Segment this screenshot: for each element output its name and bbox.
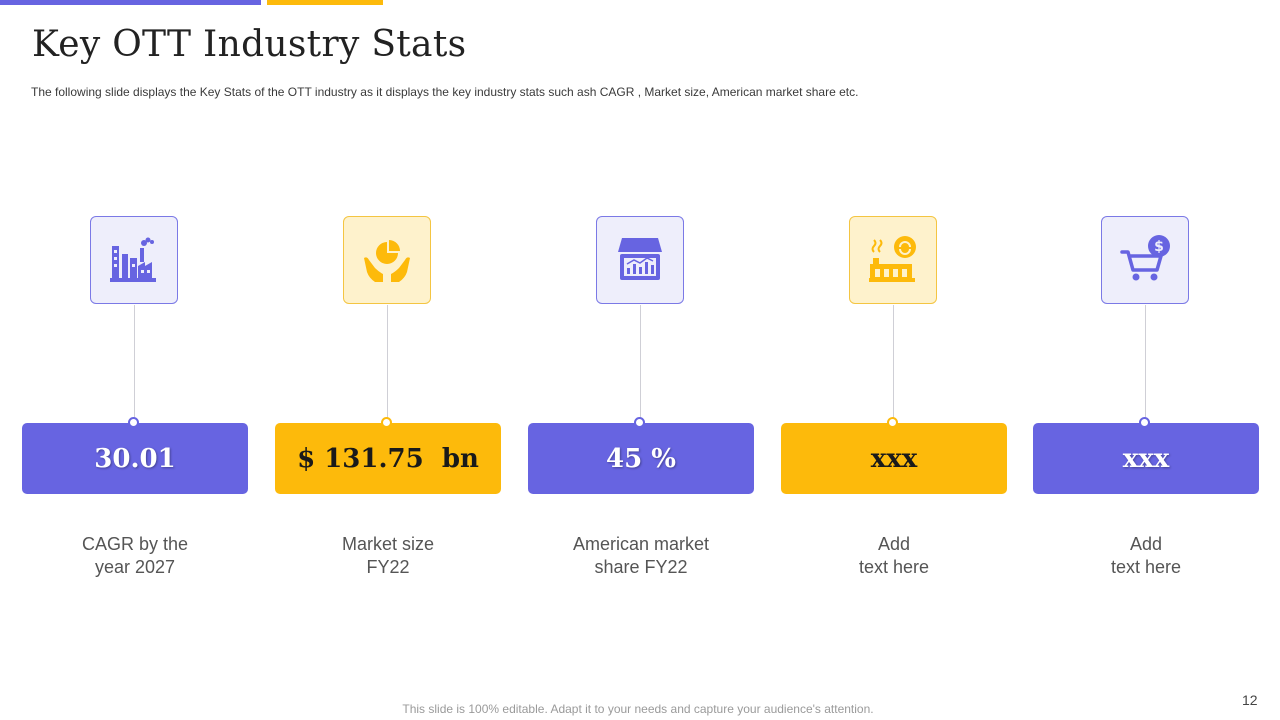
- stat-label: Add text here: [858, 534, 930, 577]
- stat-value-box: 45 %: [528, 423, 754, 494]
- stat-column-3: 45 % American market share FY22: [528, 216, 754, 586]
- connector-line: [640, 305, 641, 423]
- hands-pie-chart-icon: [364, 240, 410, 282]
- factory-icon: [110, 237, 156, 282]
- page-number: 12: [1242, 692, 1258, 708]
- stat-column-4: xxx Add text here: [781, 216, 1007, 586]
- connector-dot: [381, 417, 392, 428]
- connector-dot: [634, 417, 645, 428]
- stat-icon-box: [343, 216, 431, 304]
- top-accent-bar-yellow: [267, 0, 383, 5]
- stat-label: Market size FY22: [341, 534, 435, 577]
- svg-text:$: $: [1154, 239, 1164, 255]
- stat-icon-box: [90, 216, 178, 304]
- connector-dot: [887, 417, 898, 428]
- shopping-cart-dollar-icon: $: [1120, 235, 1170, 281]
- stat-label: American market share FY22: [572, 534, 710, 577]
- stat-label: CAGR by the year 2027: [81, 534, 189, 577]
- slide-footer: This slide is 100% editable. Adapt it to…: [402, 702, 874, 716]
- stat-icon-box: $: [1101, 216, 1189, 304]
- slide-subtitle: The following slide displays the Key Sta…: [31, 85, 859, 99]
- stat-icon-box: [849, 216, 937, 304]
- connector-line: [387, 305, 388, 423]
- stat-icon-box: [596, 216, 684, 304]
- connector-dot: [1139, 417, 1150, 428]
- connector-line: [134, 305, 135, 423]
- top-accent-bar-purple: [0, 0, 261, 5]
- market-store-chart-icon: [618, 238, 662, 280]
- stat-label: Add text here: [1110, 534, 1182, 577]
- connector-dot: [128, 417, 139, 428]
- slide-title: Key OTT Industry Stats: [32, 24, 467, 65]
- stat-column-2: $ 131.75 bn Market size FY22: [275, 216, 501, 586]
- stat-value-box: $ 131.75 bn: [275, 423, 501, 494]
- stat-value-box: xxx: [1033, 423, 1259, 494]
- connector-line: [893, 305, 894, 423]
- stat-value-box: xxx: [781, 423, 1007, 494]
- stat-column-5: $ xxx Add text here: [1033, 216, 1259, 586]
- stat-value-box: 30.01: [22, 423, 248, 494]
- factory-recycle-icon: [869, 236, 916, 282]
- stat-column-1: 30.01 CAGR by the year 2027: [22, 216, 248, 586]
- connector-line: [1145, 305, 1146, 423]
